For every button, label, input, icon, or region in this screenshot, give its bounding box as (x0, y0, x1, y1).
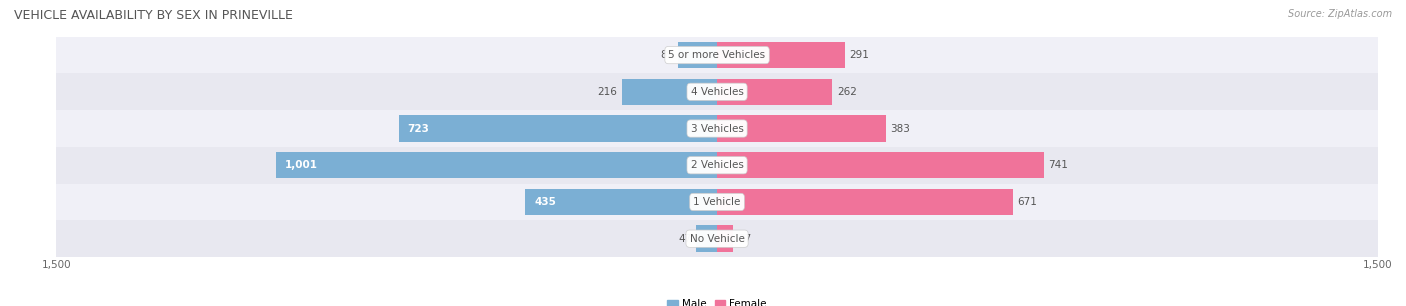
Text: 89: 89 (661, 50, 673, 60)
Text: 671: 671 (1017, 197, 1038, 207)
Bar (717, 79, 832, 105)
Text: 262: 262 (837, 87, 856, 97)
Bar (56, 73, 1378, 110)
Text: 723: 723 (408, 124, 429, 133)
Text: Source: ZipAtlas.com: Source: ZipAtlas.com (1288, 9, 1392, 19)
Bar (56, 37, 1378, 73)
Bar (621, 79, 717, 105)
Bar (526, 189, 717, 215)
Bar (56, 184, 1378, 220)
Bar (717, 226, 734, 252)
Bar (717, 189, 1012, 215)
Text: 3 Vehicles: 3 Vehicles (690, 124, 744, 133)
Text: 1 Vehicle: 1 Vehicle (693, 197, 741, 207)
Bar (717, 115, 886, 142)
Text: 37: 37 (738, 234, 751, 244)
Bar (56, 110, 1378, 147)
Text: 741: 741 (1047, 160, 1067, 170)
Bar (56, 220, 1378, 257)
Text: No Vehicle: No Vehicle (689, 234, 745, 244)
Text: 47: 47 (679, 234, 692, 244)
Bar (678, 42, 717, 68)
Text: 216: 216 (598, 87, 617, 97)
Bar (56, 147, 1378, 184)
Text: 4 Vehicles: 4 Vehicles (690, 87, 744, 97)
Legend: Male, Female: Male, Female (664, 295, 770, 306)
Text: 5 or more Vehicles: 5 or more Vehicles (668, 50, 766, 60)
Bar (696, 226, 717, 252)
Bar (276, 152, 717, 178)
Bar (398, 115, 717, 142)
Text: VEHICLE AVAILABILITY BY SEX IN PRINEVILLE: VEHICLE AVAILABILITY BY SEX IN PRINEVILL… (14, 9, 292, 22)
Text: 1,001: 1,001 (285, 160, 318, 170)
Text: 383: 383 (890, 124, 910, 133)
Text: 291: 291 (849, 50, 869, 60)
Bar (717, 152, 1043, 178)
Text: 2 Vehicles: 2 Vehicles (690, 160, 744, 170)
Text: 435: 435 (534, 197, 557, 207)
Bar (717, 42, 845, 68)
